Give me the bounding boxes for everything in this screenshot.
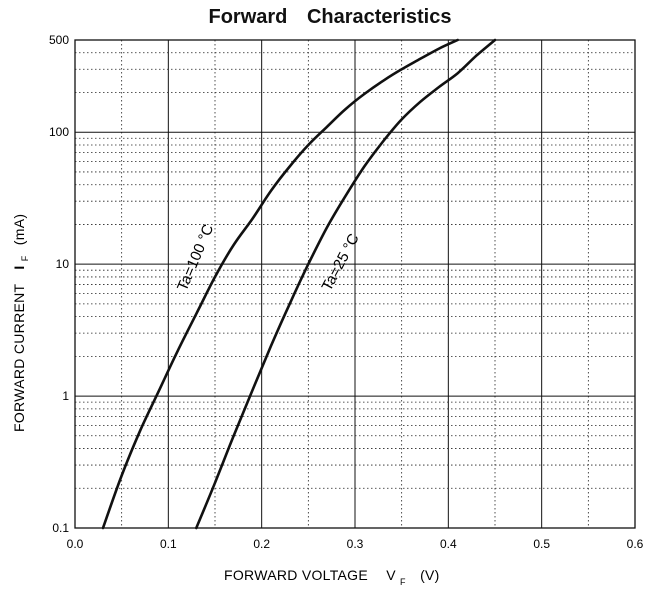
chart-title: Forward Characteristics [208, 6, 452, 28]
x-tick-label: 0.5 [533, 537, 550, 551]
tick-labels: 0.0 0.1 0.2 0.3 0.4 0.5 0.6 0.1 1 10 100 500 [49, 33, 644, 551]
x-axis-subscript: F [400, 577, 406, 587]
y-tick-label: 1 [62, 389, 69, 403]
y-axis-subscript: F [20, 255, 30, 261]
y-tick-label: 100 [49, 125, 69, 139]
y-axis-label: FORWARD CURRENT I F (mA) [11, 214, 31, 432]
plot-frame [74, 39, 636, 529]
series-line-ta100 [101, 38, 459, 530]
x-axis-unit: (V) [420, 567, 440, 583]
y-axis-symbol: I [11, 265, 27, 269]
x-tick-label: 0.0 [67, 537, 84, 551]
x-axis-symbol: V [386, 567, 396, 583]
x-axis-label: FORWARD VOLTAGE V F (V) [224, 567, 440, 588]
x-tick-label: 0.6 [627, 537, 644, 551]
grid [75, 39, 635, 528]
x-tick-label: 0.2 [253, 537, 270, 551]
x-tick-label: 0.1 [160, 537, 177, 551]
y-tick-label: 0.1 [52, 521, 69, 535]
y-tick-label: 10 [56, 257, 70, 271]
x-axis-label-text: FORWARD VOLTAGE [224, 567, 368, 583]
y-axis-label-text: FORWARD CURRENT [11, 283, 27, 432]
series-layer [101, 38, 497, 530]
x-tick-label: 0.4 [440, 537, 457, 551]
x-tick-label: 0.3 [347, 537, 364, 551]
y-tick-label: 500 [49, 33, 69, 47]
y-axis-unit: (mA) [11, 214, 27, 246]
series-line-ta25 [195, 38, 497, 530]
